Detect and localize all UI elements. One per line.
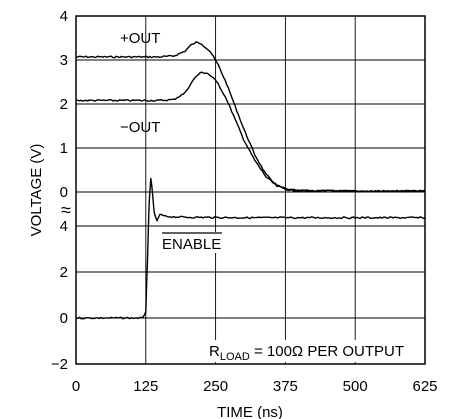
out-plus-label: +OUT	[120, 30, 160, 47]
plot-frame	[75, 15, 426, 365]
rload-label-bg	[204, 340, 422, 362]
y-tick-label-upper: 3	[60, 52, 68, 69]
enable-label: ENABLE	[162, 236, 221, 253]
rload-suffix: = 100Ω PER OUTPUT	[250, 343, 404, 360]
x-tick-label: 0	[72, 378, 80, 395]
series-layer	[75, 41, 426, 320]
y-tick-label-upper: 1	[60, 140, 68, 157]
y-tick-label-lower: 0	[60, 310, 68, 327]
grid	[60, 16, 425, 364]
y-tick-label-upper: 0	[60, 184, 68, 201]
enable-label-bg	[160, 232, 224, 253]
y-tick-label-lower: 4	[60, 218, 68, 235]
y-tick-label-upper: 2	[60, 96, 68, 113]
rload-prefix: R	[209, 343, 220, 360]
series-line-out	[75, 41, 426, 193]
y-tick-label-lower: 2	[60, 264, 68, 281]
y-tick-label-lower: −2	[51, 356, 68, 373]
series-line-enable	[75, 177, 426, 320]
axis-break-mark: ≈	[61, 200, 71, 220]
x-tick-label: 625	[412, 378, 437, 395]
y-tick-label-upper: 4	[60, 8, 68, 25]
axis-break-gap	[60, 204, 80, 220]
x-tick-label: 125	[133, 378, 158, 395]
x-axis-label: TIME (ns)	[217, 404, 283, 419]
series-line-out	[75, 71, 426, 193]
x-tick-label: 250	[203, 378, 228, 395]
x-tick-label: 375	[273, 378, 298, 395]
x-tick-label: 500	[343, 378, 368, 395]
rload-subscript: LOAD	[220, 351, 250, 363]
rload-label: RLOAD = 100Ω PER OUTPUT	[209, 343, 404, 363]
y-axis-label: VOLTAGE (V)	[28, 144, 45, 237]
out-minus-label: −OUT	[120, 119, 160, 136]
